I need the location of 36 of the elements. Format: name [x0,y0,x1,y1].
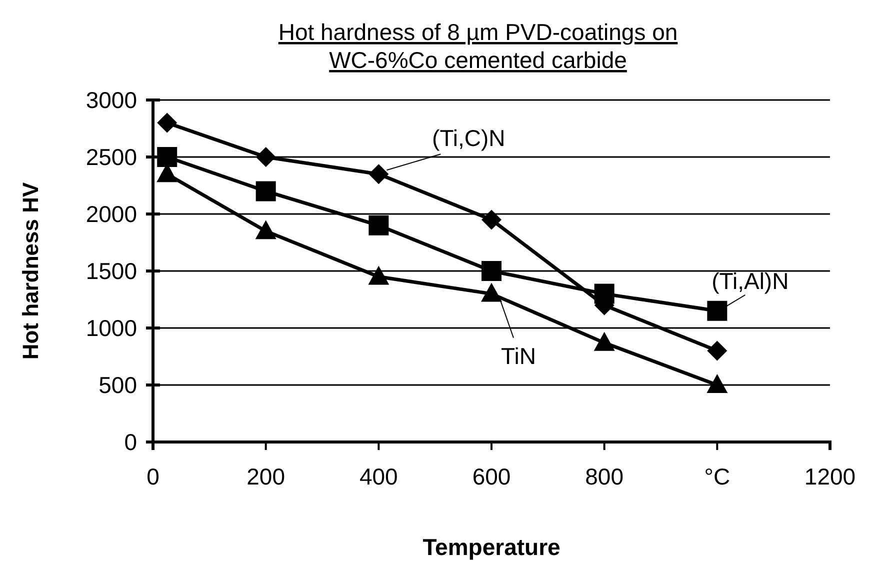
point [368,266,390,285]
y-tick-label: 2000 [86,201,137,228]
y-tick-label: 1000 [86,315,137,342]
point [256,181,276,202]
point [368,164,389,184]
point [368,215,389,236]
y-tick-label: 500 [98,372,137,398]
point [594,332,615,351]
point [594,284,614,304]
x-tick-label: 400 [359,463,398,490]
point [707,340,728,361]
point [482,261,502,281]
point [707,300,728,321]
y-tick-label: 0 [124,429,137,456]
y-tick-label: 3000 [86,87,137,114]
point [255,220,276,240]
series-label: (Ti,Al)N [712,268,789,294]
y-tick-label: 2500 [86,144,137,170]
series-label: (Ti,C)N [432,125,506,152]
point [482,210,502,230]
x-axis-title: Temperature [422,534,560,560]
x-tick-label: 1200 [804,463,856,490]
y-tick-label: 1500 [86,258,137,284]
point [481,282,502,302]
x-tick-label: 0 [146,463,160,490]
point [157,147,178,167]
point [157,112,178,133]
x-tick-label: °C [704,463,730,490]
x-tick-label: 800 [585,463,624,490]
chart-title: Hot hardness of 8 µm PVD-coatings on WC-6%Co cemented carbide [278,19,678,73]
y-axis-title: Hot hardness HV [18,182,43,360]
x-tick-label: 600 [472,463,511,490]
point [706,374,728,393]
point [256,147,276,167]
x-tick-label: 200 [246,463,286,490]
legend-label: TiN [501,342,536,369]
